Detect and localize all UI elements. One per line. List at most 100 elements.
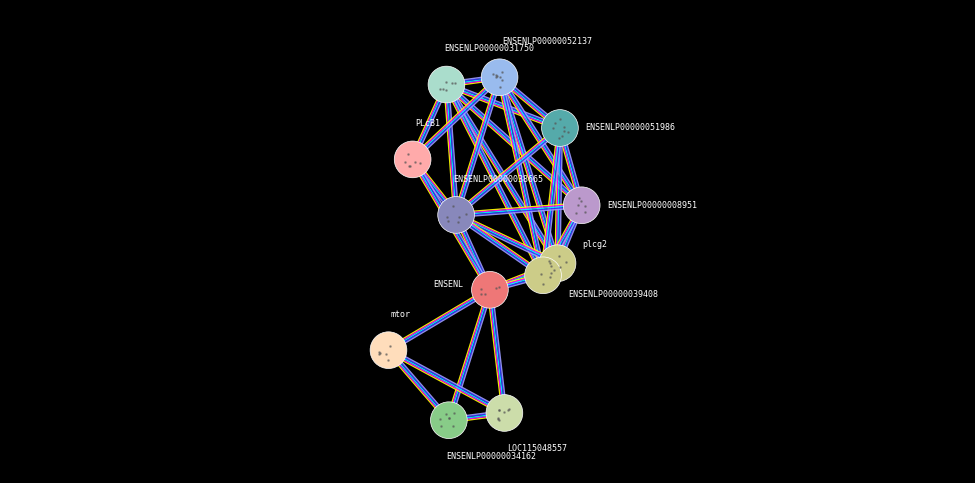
Point: [371, 348, 387, 356]
Point: [570, 201, 586, 209]
Point: [494, 76, 510, 84]
Point: [577, 202, 593, 210]
Point: [491, 283, 507, 290]
Point: [444, 79, 459, 87]
Point: [558, 258, 573, 266]
Point: [450, 218, 466, 226]
Point: [543, 269, 559, 277]
Point: [491, 406, 507, 413]
Point: [446, 202, 461, 210]
Text: ENSENLP00000039408: ENSENLP00000039408: [568, 290, 658, 299]
Point: [451, 213, 467, 221]
Circle shape: [525, 257, 562, 294]
Text: ENSENLP00000034162: ENSENLP00000034162: [447, 452, 536, 461]
Point: [491, 406, 507, 414]
Text: ENSENL: ENSENL: [433, 281, 463, 289]
Text: ENSENLP00000052137: ENSENLP00000052137: [502, 37, 592, 46]
Text: LOC115048557: LOC115048557: [507, 444, 566, 454]
Point: [542, 273, 558, 281]
Point: [546, 267, 562, 274]
Point: [554, 132, 569, 140]
Circle shape: [482, 59, 518, 96]
Point: [546, 124, 562, 132]
Point: [412, 159, 428, 167]
Point: [408, 158, 423, 166]
Text: ENSENLP00000038665: ENSENLP00000038665: [453, 174, 544, 184]
Point: [491, 416, 507, 424]
Point: [541, 257, 557, 265]
Point: [577, 208, 593, 215]
Point: [533, 270, 549, 278]
Point: [548, 119, 564, 127]
Point: [439, 86, 454, 94]
Point: [477, 290, 492, 298]
Point: [489, 72, 505, 80]
Point: [402, 163, 417, 170]
Circle shape: [564, 187, 600, 224]
Point: [371, 350, 387, 358]
Point: [433, 422, 448, 429]
Point: [490, 414, 506, 422]
Circle shape: [428, 66, 465, 103]
Point: [473, 285, 488, 293]
Point: [446, 409, 461, 417]
Point: [371, 349, 387, 357]
Point: [441, 414, 456, 422]
Circle shape: [438, 197, 475, 233]
Point: [401, 150, 416, 157]
Point: [567, 209, 583, 216]
Point: [439, 78, 454, 86]
Point: [397, 157, 412, 165]
Text: plcg2: plcg2: [583, 240, 607, 249]
Point: [552, 253, 567, 260]
Point: [474, 290, 489, 298]
Point: [571, 194, 587, 201]
Point: [494, 68, 510, 76]
Point: [458, 211, 474, 218]
Point: [543, 259, 559, 267]
Point: [440, 213, 455, 221]
Point: [492, 83, 508, 91]
Text: ENSENLP00000031750: ENSENLP00000031750: [444, 44, 534, 53]
Point: [560, 128, 575, 136]
Point: [500, 406, 516, 413]
Point: [485, 70, 500, 78]
Point: [441, 217, 456, 225]
Point: [556, 128, 571, 135]
Circle shape: [431, 402, 467, 439]
Point: [557, 123, 572, 130]
Point: [382, 342, 398, 350]
Point: [488, 71, 504, 79]
Point: [380, 356, 396, 364]
Point: [551, 134, 566, 142]
Text: ENSENLP00000008951: ENSENLP00000008951: [606, 201, 697, 210]
Circle shape: [541, 110, 578, 146]
Point: [543, 263, 559, 270]
Point: [442, 414, 457, 422]
Point: [496, 408, 512, 416]
Point: [488, 284, 504, 292]
Point: [432, 85, 448, 93]
Text: PLcB1: PLcB1: [415, 119, 440, 128]
Point: [378, 350, 394, 358]
Point: [448, 80, 463, 87]
Point: [490, 415, 506, 423]
Circle shape: [370, 332, 407, 369]
Point: [436, 85, 451, 93]
Circle shape: [394, 141, 431, 178]
Point: [488, 73, 504, 81]
Point: [501, 405, 517, 413]
Point: [535, 280, 551, 288]
Point: [438, 410, 453, 418]
Point: [446, 422, 461, 430]
Circle shape: [539, 245, 576, 282]
Text: mtor: mtor: [391, 310, 410, 319]
Point: [553, 115, 568, 123]
Point: [492, 73, 508, 81]
Circle shape: [472, 271, 508, 308]
Point: [572, 198, 588, 205]
Point: [401, 162, 416, 170]
Circle shape: [487, 395, 523, 431]
Text: ENSENLP00000051986: ENSENLP00000051986: [585, 124, 675, 132]
Point: [553, 263, 568, 271]
